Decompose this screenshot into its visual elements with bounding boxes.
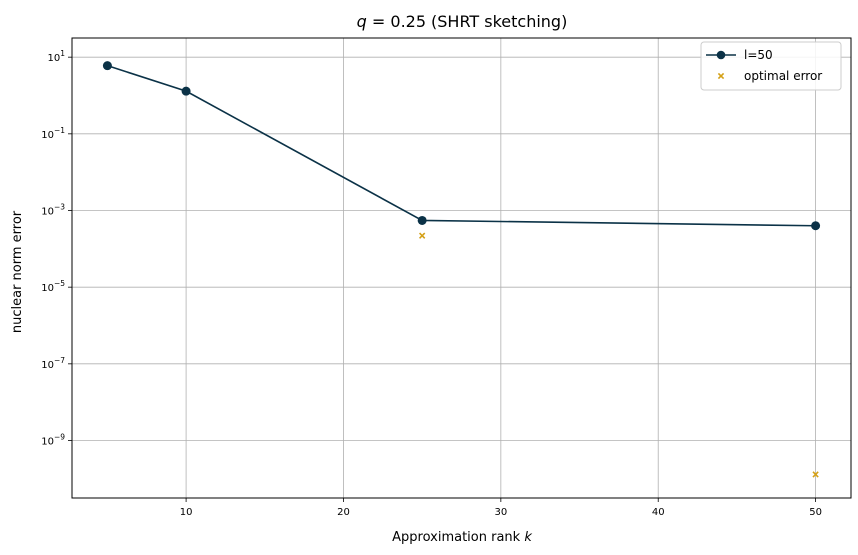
data-point-l50 xyxy=(417,215,427,225)
y-axis-label: nuclear norm error xyxy=(10,210,25,333)
x-tick-label: 10 xyxy=(180,507,193,518)
y-tick-label: 10−5 xyxy=(41,279,65,294)
data-point-l50 xyxy=(181,86,191,96)
y-tick-label: 10−9 xyxy=(41,433,65,448)
legend-marker-optimal-error-glyph xyxy=(717,72,725,80)
data-point-optimal-error xyxy=(418,232,426,239)
chart-title-eq: = 0.25 xyxy=(367,12,426,31)
x-tick-label: 30 xyxy=(494,507,507,518)
series-line-l50 xyxy=(107,64,816,227)
axis-ticks: 10 20 30 40 50 101 10−1 10−3 10−5 10−7 10−9 xyxy=(41,49,822,518)
x-tick-label: 50 xyxy=(809,507,822,518)
grid xyxy=(72,38,851,498)
x-axis-label-text: Approximation rank xyxy=(392,530,524,545)
legend-label-optimal-error: optimal error xyxy=(744,69,822,83)
chart-title-rest: (SHRT sketching) xyxy=(431,12,567,31)
legend-marker-optimal-error xyxy=(717,72,725,80)
x-axis-label: Approximation rank k xyxy=(392,530,532,545)
chart-title-var: q xyxy=(357,12,367,31)
y-tick-label: 10−1 xyxy=(41,126,65,141)
plot-frame xyxy=(71,37,852,499)
data-point-optimal-error xyxy=(812,471,819,478)
legend-label-l50: l=50 xyxy=(744,48,773,62)
chart-title: q = 0.25 (SHRT sketching) xyxy=(357,12,568,31)
y-tick-label: 10−3 xyxy=(41,203,65,218)
y-tick-label: 101 xyxy=(47,49,65,64)
x-tick-label: 20 xyxy=(337,507,350,518)
series xyxy=(102,61,821,478)
data-point-l50 xyxy=(102,61,112,71)
legend-marker-l50 xyxy=(716,50,726,60)
data-point-l50 xyxy=(811,221,821,231)
legend: l=50 optimal error xyxy=(700,41,842,91)
legend-frame xyxy=(700,41,842,91)
y-tick-label: 10−7 xyxy=(41,356,65,371)
x-tick-label: 40 xyxy=(652,507,665,518)
x-axis-label-var: k xyxy=(524,530,532,545)
